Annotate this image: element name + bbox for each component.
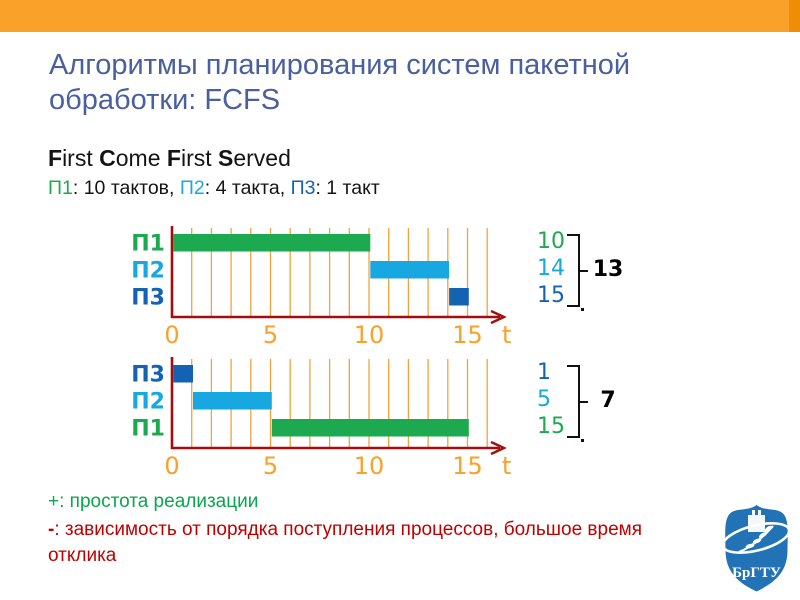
average-bracket-tick	[567, 365, 578, 367]
gantt-bar-П1	[271, 419, 469, 437]
text-segment: : 4 такта,	[204, 177, 291, 199]
cons-line: -: зависимость от порядка поступления пр…	[48, 517, 668, 569]
heading-segment: F	[166, 145, 181, 171]
axis-t-label: t	[502, 452, 511, 480]
tick-label: 5	[263, 452, 278, 480]
tick-label: 5	[263, 321, 278, 349]
average-bracket	[578, 365, 580, 438]
tick-label: 0	[164, 452, 179, 480]
heading-segment: irst	[62, 145, 100, 171]
heading-segment: erved	[233, 145, 291, 171]
minus-sign: -	[48, 519, 55, 540]
process-label: П2	[179, 177, 205, 199]
average-value: 7	[600, 387, 616, 413]
completion-time: 15	[537, 414, 565, 439]
completion-time: 10	[537, 229, 565, 254]
completion-time: 1	[537, 360, 551, 385]
completion-time: 15	[537, 283, 565, 308]
tick-label: 0	[164, 321, 179, 349]
process-label: П1	[48, 177, 73, 199]
row-label: П3	[131, 285, 165, 310]
heading-segment: F	[48, 145, 63, 171]
axis-arrow-icon	[490, 440, 507, 456]
average-bracket-tick	[580, 269, 588, 272]
gantt-bar-П1	[173, 234, 371, 252]
text-segment: : 1 такт	[315, 177, 380, 199]
tick-label: 10	[354, 452, 385, 480]
logo-shield-icon: БрГТУ	[721, 505, 791, 592]
row-label: П3	[131, 362, 165, 387]
process-label: П3	[290, 177, 316, 199]
average-value: 13	[592, 256, 624, 282]
cons-text: : зависимость от порядка поступления про…	[48, 519, 643, 566]
page-title: Алгоритмы планирования систем пакетной о…	[49, 49, 631, 116]
heading-segment: S	[218, 145, 234, 171]
gantt-bar-П2	[193, 392, 272, 410]
logo-text: БрГТУ	[732, 565, 781, 581]
average-bracket	[578, 234, 580, 307]
average-bracket-dot	[581, 308, 584, 311]
plus-sign: +	[48, 491, 60, 512]
average-bracket-tick	[567, 436, 578, 438]
heading-segment: irst	[180, 145, 219, 171]
pros-line: +: простота реализации	[48, 491, 258, 513]
text-segment: : 10 тактов,	[72, 177, 180, 199]
heading-segment: ome	[115, 145, 167, 171]
axis-t-label: t	[502, 321, 511, 349]
tick-label: 15	[452, 452, 483, 480]
row-label: П2	[131, 258, 165, 283]
gantt-chart-order-p3-p2-p1: П3 П2 П1 0 5 10 15 t 1 5 15 7	[120, 354, 800, 489]
fcfs-heading: First Come First Served	[48, 145, 291, 172]
axis-arrow-icon	[490, 309, 507, 325]
tick-label: 10	[354, 321, 385, 349]
pros-text: : простота реализации	[59, 491, 259, 512]
completion-time: 5	[537, 387, 551, 412]
top-accent-bar-end	[789, 0, 800, 32]
average-bracket-tick	[567, 234, 578, 236]
row-label: П1	[131, 231, 165, 256]
process-durations-line: П1: 10 тактов, П2: 4 такта, П3: 1 такт	[48, 177, 380, 200]
heading-segment: C	[99, 145, 116, 171]
gantt-bar-П3	[173, 365, 193, 383]
completion-time: 14	[537, 256, 565, 281]
university-logo: БрГТУ	[719, 502, 794, 595]
gantt-bar-П3	[449, 288, 469, 306]
row-label: П1	[131, 416, 165, 441]
top-accent-bar	[0, 0, 800, 32]
tick-label: 15	[452, 321, 483, 349]
gantt-bar-П2	[370, 261, 450, 279]
row-label: П2	[131, 389, 165, 414]
average-bracket-tick	[567, 305, 578, 307]
average-bracket-dot	[581, 439, 584, 442]
gantt-chart-order-p1-p2-p3: П1 П2 П3 0 5 10 15 t 10 14 15 13	[120, 223, 800, 358]
average-bracket-tick	[580, 400, 588, 403]
